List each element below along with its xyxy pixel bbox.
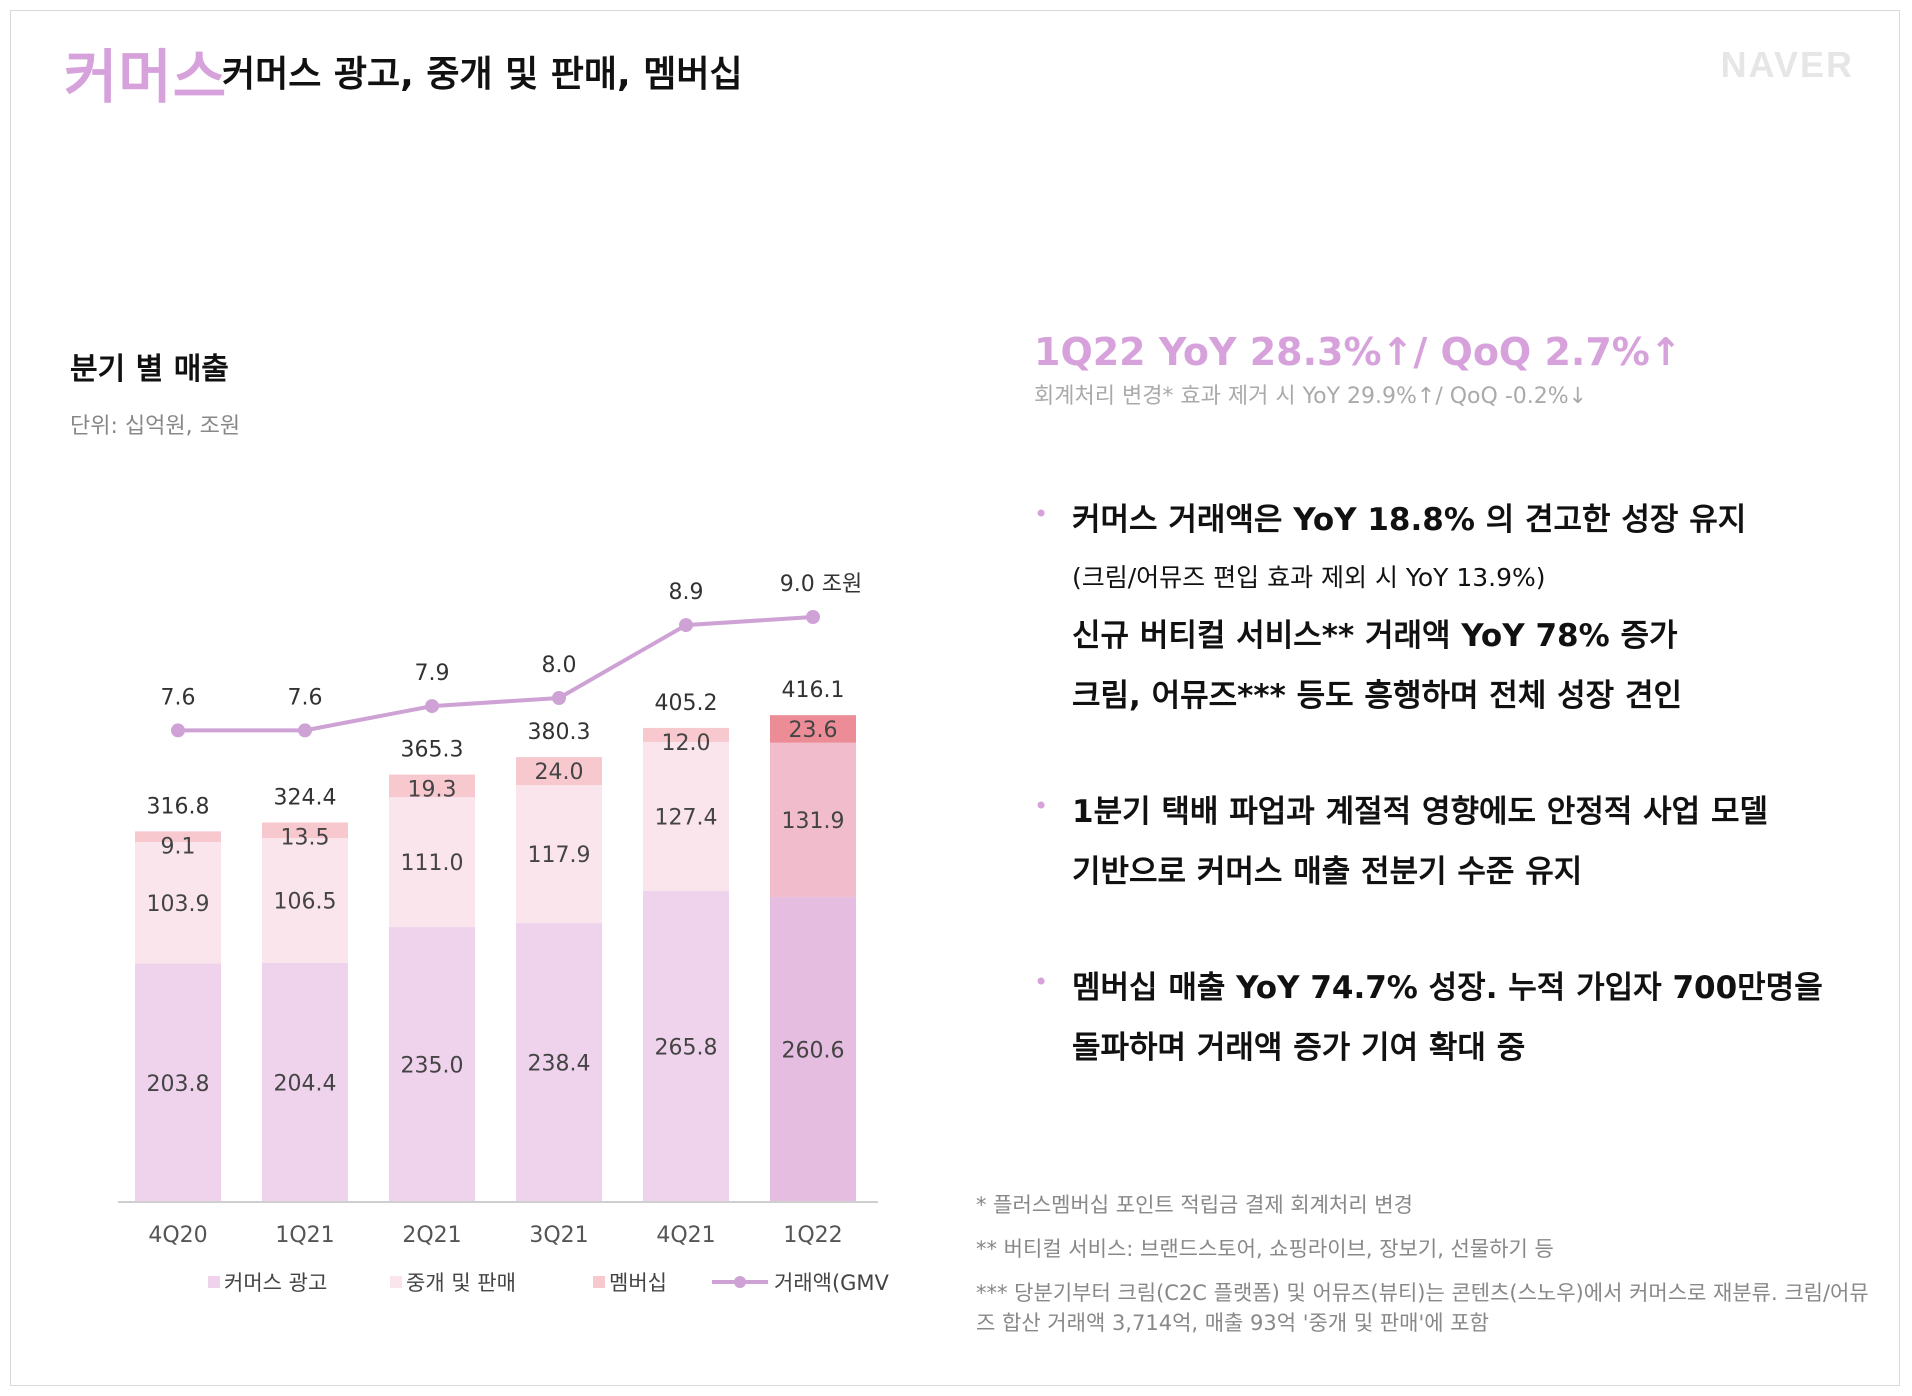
legend-swatch	[593, 1276, 605, 1288]
x-tick-label: 3Q21	[529, 1223, 588, 1248]
kpi-headline: 1Q22 YoY 28.3%↑/ QoQ 2.7%↑	[1034, 330, 1682, 374]
gmv-point	[679, 618, 693, 633]
bar-segment	[389, 774, 475, 798]
bar-segment	[643, 727, 729, 742]
bar-segment	[389, 927, 475, 1202]
kpi-subline: 회계처리 변경* 효과 제거 시 YoY 29.9%↑/ QoQ -0.2%↓	[1034, 384, 1588, 409]
bar-segment	[770, 742, 856, 898]
gmv-data-label: 8.9	[669, 580, 704, 605]
bullet-dot: •	[1034, 792, 1049, 820]
x-tick-label: 1Q21	[275, 1223, 334, 1248]
bullet-line: 돌파하며 거래액 증가 기여 확대 중	[1072, 1030, 1526, 1066]
bar-total-label: 405.2	[655, 691, 718, 716]
legend-label: 중개 및 판매	[406, 1271, 516, 1295]
bullet-item: • 커머스 거래액은 YoY 18.8% 의 견고한 성장 유지 (크림/어뮤즈 편…	[1034, 490, 1874, 726]
bar-segment	[643, 891, 729, 1202]
bullet-list: • 커머스 거래액은 YoY 18.8% 의 견고한 성장 유지 (크림/어뮤즈 편…	[1034, 490, 1874, 1134]
bar-data-label: 117.9	[528, 843, 591, 868]
bar-data-label: 204.4	[274, 1071, 337, 1096]
bar-data-label: 235.0	[401, 1054, 464, 1079]
gmv-point	[171, 723, 185, 738]
gmv-line	[178, 615, 814, 733]
bullet-line: 커머스 거래액은 YoY 18.8% 의 견고한 성장 유지	[1072, 502, 1747, 538]
bar-data-label: 13.5	[281, 825, 330, 850]
bar-total-label: 380.3	[528, 720, 591, 745]
footnote: *** 당분기부터 크림(C2C 플랫폼) 및 어뮤즈(뷰티)는 콘텐츠(스노우…	[976, 1281, 1869, 1335]
bar-data-label: 9.1	[161, 834, 196, 859]
bar-total-label: 416.1	[782, 678, 845, 703]
page-title: 커머스 광고, 중개 및 판매, 멤버십	[222, 54, 743, 95]
legend-label: 멤버십	[609, 1271, 667, 1295]
x-tick-label: 4Q21	[656, 1223, 715, 1248]
gmv-point	[806, 610, 820, 624]
bar-segment	[770, 897, 856, 1202]
legend-label: 거래액(GMV)	[774, 1271, 890, 1295]
bar-segment	[135, 963, 221, 1202]
bullet-line: (크림/어뮤즈 편입 효과 제외 시 YoY 13.9%)	[1072, 563, 1546, 592]
bar-data-label: 260.6	[782, 1039, 845, 1064]
bar-segment	[135, 841, 221, 964]
bullet-line: 신규 버티컬 서비스** 거래액 YoY 78% 증가	[1072, 618, 1678, 654]
gmv-point	[425, 699, 439, 714]
bar-data-label: 265.8	[655, 1036, 718, 1061]
bar-data-label: 106.5	[274, 890, 337, 915]
bar-data-label: 111.0	[401, 851, 464, 876]
bar-segment	[262, 822, 348, 839]
bullet-dot: •	[1034, 500, 1049, 528]
bullet-line: 크림, 어뮤즈*** 등도 흥행하며 전체 성장 견인	[1072, 678, 1683, 714]
bar-segment	[389, 797, 475, 928]
bar-data-label: 103.9	[147, 892, 210, 917]
bar-data-label: 19.3	[408, 778, 457, 803]
bar-data-label: 24.0	[535, 760, 584, 785]
bar-data-label: 238.4	[528, 1052, 591, 1077]
bar-data-label: 127.4	[655, 805, 718, 830]
gmv-data-label: 8.0	[542, 653, 577, 678]
footnote: ** 버티컬 서비스: 브랜드스토어, 쇼핑라이브, 장보기, 선물하기 등	[976, 1237, 1554, 1261]
gmv-point	[552, 691, 566, 705]
gmv-data-label: 7.6	[288, 685, 323, 710]
x-tick-label: 1Q22	[783, 1223, 842, 1248]
bar-segment	[262, 962, 348, 1202]
legend-label: 커머스 광고	[224, 1271, 327, 1295]
chart-title: 분기 별 매출	[70, 352, 229, 387]
bar-segment	[770, 715, 856, 743]
bar-total-label: 316.8	[147, 794, 210, 819]
legend-swatch	[208, 1276, 220, 1288]
legend-line-marker	[734, 1276, 746, 1288]
legend-swatch	[390, 1276, 402, 1288]
bar-data-label: 12.0	[662, 731, 711, 756]
bar-segment	[516, 923, 602, 1202]
bar-total-label: 365.3	[401, 738, 464, 763]
bullet-line: 멤버십 매출 YoY 74.7% 성장. 누적 가입자 700만명을	[1072, 970, 1823, 1006]
bullet-dot: •	[1034, 968, 1049, 996]
gmv-point	[298, 723, 312, 738]
bar-segment	[516, 757, 602, 786]
bar-segment	[643, 741, 729, 892]
bar-data-label: 203.8	[147, 1072, 210, 1097]
bullet-line: 기반으로 커머스 매출 전분기 수준 유지	[1072, 854, 1583, 890]
chart-unit: 단위: 십억원, 조원	[70, 414, 241, 439]
bullet-line: 1분기 택배 파업과 계절적 영향에도 안정적 사업 모델	[1072, 794, 1769, 830]
revenue-chart: 203.8 103.9 9.1 316.8 4Q20 204.4 106.5 13.5 324.…	[118, 572, 890, 1295]
bar-segment	[135, 831, 221, 842]
section-label: 커머스	[64, 43, 228, 111]
footnote: * 플러스멤버십 포인트 적립금 결제 회계처리 변경	[976, 1193, 1413, 1217]
bar-segment	[516, 785, 602, 924]
bar-data-label: 131.9	[782, 809, 845, 834]
naver-logo: NAVER	[1720, 44, 1854, 85]
x-tick-label: 2Q21	[402, 1223, 461, 1248]
gmv-data-label: 7.6	[161, 685, 196, 710]
bar-data-label: 23.6	[789, 718, 838, 743]
footnotes: * 플러스멤버십 포인트 적립금 결제 회계처리 변경 ** 버티컬 서비스: 브…	[976, 1190, 1876, 1352]
gmv-data-label: 7.9	[415, 661, 450, 686]
gmv-data-label: 9.0 조원	[780, 572, 862, 597]
x-tick-label: 4Q20	[148, 1223, 207, 1248]
bar-segment	[262, 838, 348, 963]
bar-total-label: 324.4	[274, 785, 337, 810]
